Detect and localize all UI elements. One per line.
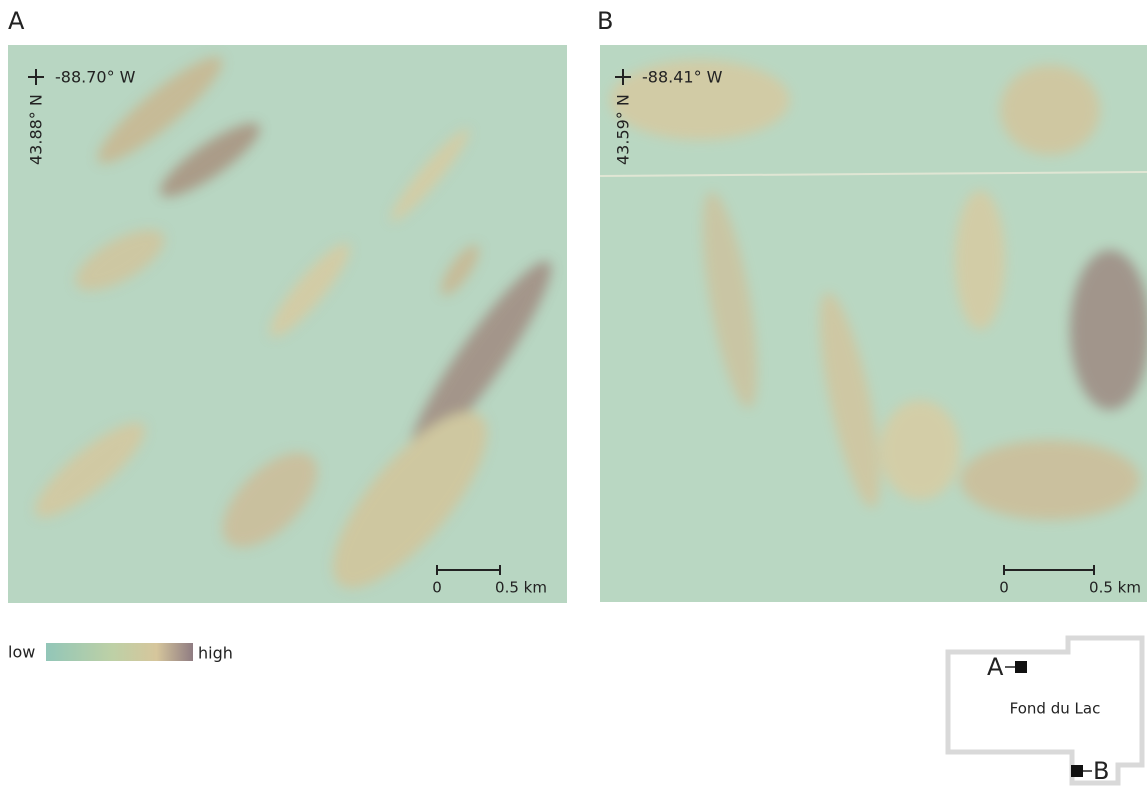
terrain-b xyxy=(600,45,1147,602)
terrain-a xyxy=(8,45,567,610)
scale-end: 0.5 km xyxy=(495,579,547,597)
latitude: 43.59° N xyxy=(614,94,633,165)
panel-label: A xyxy=(8,7,25,35)
figure: A -88.70° W 43.88° N 0 0.5 km B -88.41° … xyxy=(0,0,1147,787)
legend-gradient xyxy=(46,643,193,661)
scale-start: 0 xyxy=(999,579,1009,597)
inset-marker xyxy=(1015,661,1027,673)
county-name: Fond du Lac xyxy=(1010,700,1101,718)
legend-high: high xyxy=(198,644,233,663)
legend-low: low xyxy=(8,643,35,662)
longitude: -88.70° W xyxy=(55,68,136,87)
latitude: 43.88° N xyxy=(27,94,46,165)
scale-start: 0 xyxy=(432,579,442,597)
inset-marker-label: A xyxy=(987,653,1004,681)
longitude: -88.41° W xyxy=(642,68,723,87)
panel-label: B xyxy=(597,7,613,35)
inset-marker xyxy=(1071,765,1083,777)
scale-end: 0.5 km xyxy=(1089,579,1141,597)
inset-marker-label: B xyxy=(1093,757,1109,785)
